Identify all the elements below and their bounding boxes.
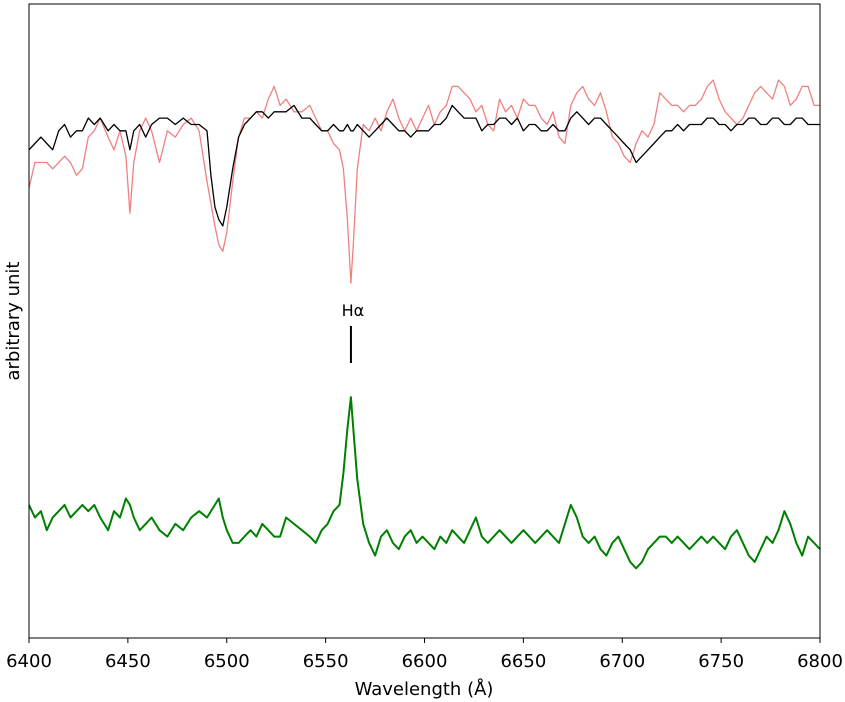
series-line-1 <box>28 79 820 284</box>
x-tick-label: 6450 <box>105 651 151 672</box>
x-tick-label: 6800 <box>797 651 843 672</box>
x-tick-label: 6400 <box>6 651 52 672</box>
x-tick-label: 6600 <box>402 651 448 672</box>
series-layer <box>28 79 821 570</box>
y-axis-title: arbitrary unit <box>3 262 24 381</box>
series-line-2 <box>28 104 820 227</box>
x-tick-label: 6650 <box>500 651 546 672</box>
x-tick-label: 6500 <box>204 651 250 672</box>
x-tick-label: 6750 <box>698 651 744 672</box>
x-tick-label: 6700 <box>599 651 645 672</box>
annotation-layer: Hα <box>342 301 365 363</box>
x-axis: 6400 6450 6500 6550 6600 6650 6700 6750 6800 <box>6 638 843 672</box>
halpha-label: Hα <box>342 301 365 320</box>
x-tick-label: 6550 <box>303 651 349 672</box>
series-line-3 <box>28 396 821 570</box>
x-axis-title: Wavelength (Å) <box>355 678 494 700</box>
